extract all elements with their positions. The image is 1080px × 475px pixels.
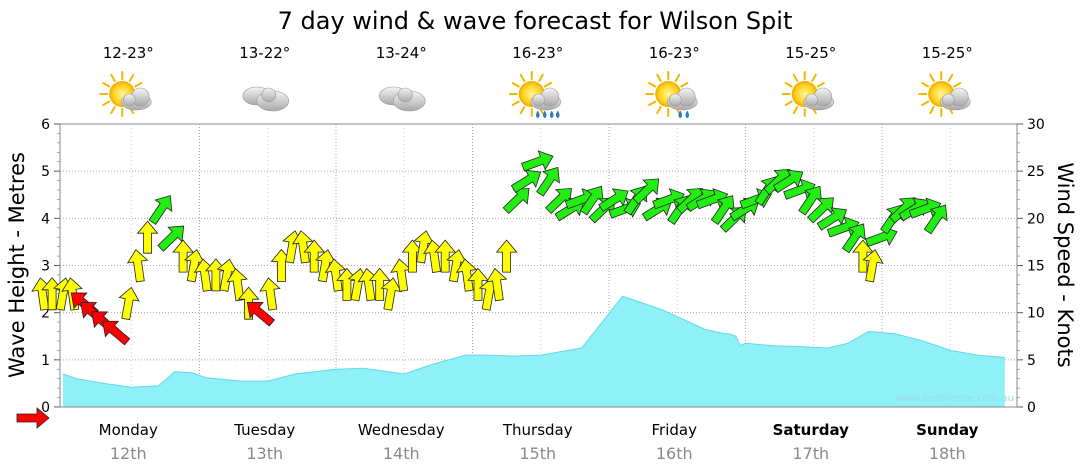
wind-arrow [157, 225, 185, 252]
y-right-tick-label: 15 [1027, 259, 1045, 275]
wind-arrow [368, 267, 391, 301]
date-label: 17th [792, 444, 829, 463]
y-left-tick-label: 2 [41, 306, 50, 322]
y-right-tick-label: 0 [1027, 400, 1036, 416]
y-left-tick-label: 5 [41, 164, 50, 180]
sun-rain-icon [508, 71, 562, 119]
y-left-tick-label: 3 [41, 259, 50, 275]
sun-shower-icon [645, 71, 698, 119]
day-label: Wednesday [358, 421, 445, 439]
y-right-tick-label: 25 [1027, 164, 1045, 180]
date-label: 12th [110, 444, 147, 463]
wind-arrow [632, 178, 660, 205]
y-right-tick-label: 10 [1027, 306, 1045, 322]
wind-arrow [923, 204, 948, 235]
day-label: Tuesday [233, 421, 295, 439]
y-left-tick-label: 6 [41, 117, 50, 133]
wind-arrow [772, 169, 804, 194]
temperature-range: 13-22° [239, 44, 290, 62]
wind-arrow [303, 239, 326, 273]
temperature-range: 13-24° [376, 44, 427, 62]
wind-arrow [826, 216, 860, 238]
date-label: 16th [656, 444, 693, 463]
date-label: 15th [519, 444, 556, 463]
wind-arrow [521, 150, 554, 172]
wind-arrow [291, 230, 314, 264]
wind-arrow [246, 302, 275, 327]
wave-height-line [62, 295, 1005, 388]
y-right-tick-label: 5 [1027, 353, 1036, 369]
chart-title: 7 day wind & wave forecast for Wilson Sp… [278, 7, 793, 35]
cloud-icon [378, 86, 426, 112]
y-right-tick-label: 20 [1027, 211, 1045, 227]
date-label: 14th [383, 444, 420, 463]
wind-arrow [908, 197, 942, 219]
wind-arrow [102, 320, 131, 346]
y-right-axis-title: Wind Speed - Knots [1053, 162, 1077, 367]
y-left-tick-label: 4 [41, 211, 50, 227]
wave-height-area [63, 296, 1005, 407]
y-right-tick-label: 30 [1027, 117, 1045, 133]
wind-arrow [434, 239, 457, 273]
y-left-axis-title: Wave Height - Metres [5, 152, 29, 378]
temperature-range: 15-25° [922, 44, 973, 62]
day-label: Sunday [916, 421, 979, 439]
wind-arrow [816, 207, 847, 231]
date-label: 18th [929, 444, 966, 463]
wind-arrow [807, 197, 834, 224]
temperature-range: 16-23° [512, 44, 563, 62]
credit-text: www.seabreeze.com.au [896, 393, 1014, 404]
sun-cloud-icon [781, 71, 835, 117]
day-label: Saturday [773, 421, 850, 439]
sun-cloud-icon [918, 71, 971, 117]
wind-arrow [136, 220, 159, 254]
day-label: Friday [652, 421, 698, 439]
wind-arrow [172, 239, 194, 273]
wind-arrow [598, 188, 629, 212]
sun-cloud-icon [99, 71, 152, 117]
wind-arrow [259, 277, 281, 311]
wind-arrow [695, 188, 729, 210]
wind-arrow [652, 188, 685, 210]
wind-arrow [862, 249, 884, 283]
wind-arrow [485, 267, 508, 302]
day-label: Monday [99, 421, 158, 439]
wind-arrow [226, 267, 248, 302]
wind-arrow [783, 178, 816, 200]
wind-arrow [495, 239, 518, 273]
wind-arrow [126, 249, 149, 283]
wind-arrow [118, 286, 140, 321]
wind-arrow [16, 407, 50, 429]
y-left-tick-label: 0 [41, 400, 50, 416]
wind-arrow [324, 258, 347, 292]
date-label: 13th [246, 444, 283, 463]
wind-arrow [536, 166, 560, 197]
day-label: Thursday [502, 421, 573, 439]
wind-arrow [148, 195, 173, 225]
wind-arrow [841, 223, 866, 254]
y-left-tick-label: 1 [41, 353, 50, 369]
wind-arrow [467, 267, 489, 301]
temperature-range: 12-23° [103, 44, 154, 62]
cloud-icon [242, 86, 290, 112]
temperature-range: 16-23° [649, 44, 700, 62]
temperature-range: 15-25° [785, 44, 836, 62]
wind-arrow [455, 258, 478, 292]
